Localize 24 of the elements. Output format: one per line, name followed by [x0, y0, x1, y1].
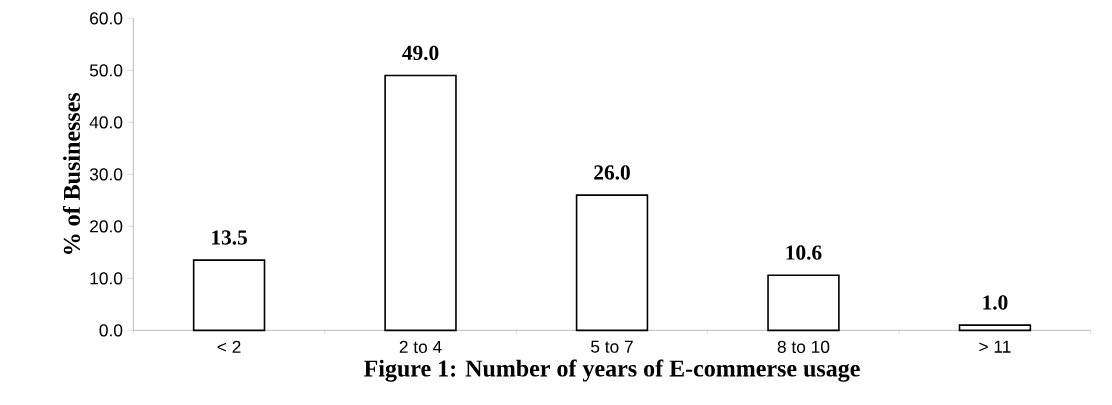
- y-tick-label: 50.0: [89, 64, 123, 77]
- data-label: 49.0: [402, 45, 439, 61]
- x-axis-title: Figure 1: Number of years of E-commerse usage: [364, 359, 860, 382]
- x-tick-label: 2 to 4: [399, 340, 442, 354]
- y-tick-label: 20.0: [90, 220, 123, 233]
- data-label: 13.5: [212, 230, 247, 245]
- y-tick-label: 10.0: [90, 272, 123, 285]
- data-label: 1.0: [983, 295, 1008, 310]
- y-tick-label: 60.0: [90, 12, 123, 25]
- data-label: 10.6: [786, 245, 822, 260]
- bar: [575, 194, 649, 332]
- bar: [192, 259, 266, 332]
- bar: [384, 74, 457, 332]
- data-label: 26.0: [594, 165, 630, 180]
- x-tick-label: > 11: [979, 340, 1011, 353]
- y-tick-label: 0.0: [99, 324, 123, 337]
- y-tick-label: 40.0: [89, 116, 123, 129]
- y-axis-title: % of Businesses: [62, 92, 81, 254]
- x-tick-label: 8 to 10: [777, 340, 830, 354]
- x-tick-label: 5 to 7: [591, 340, 633, 353]
- bar: [767, 274, 840, 332]
- y-tick-label: 30.0: [89, 168, 123, 181]
- bar: [958, 324, 1032, 332]
- x-tick-label: < 2: [217, 340, 241, 353]
